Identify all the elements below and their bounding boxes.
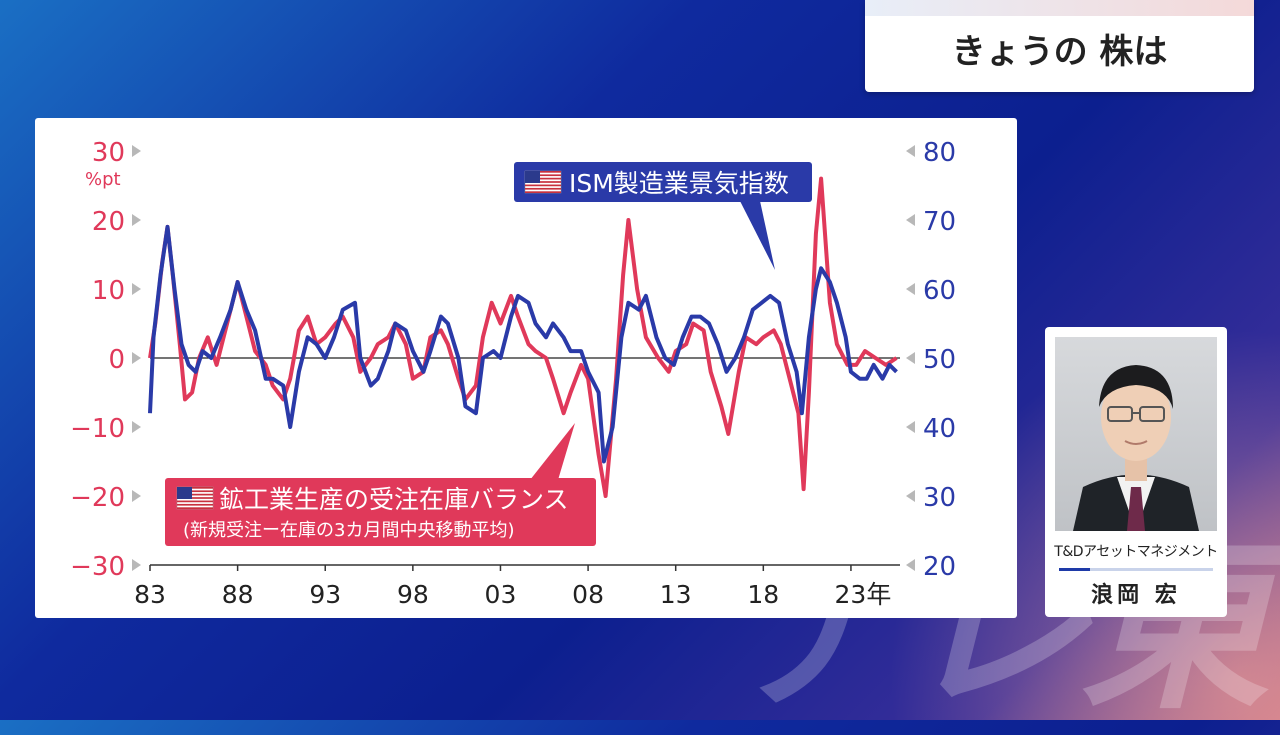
x-tick-label: 18 bbox=[747, 580, 779, 609]
ism-callout-label: ISM製造業景気指数 bbox=[569, 169, 789, 198]
left-tick-label: −30 bbox=[70, 552, 125, 582]
right-tick-label: 30 bbox=[923, 483, 956, 513]
right-tick-arrow bbox=[906, 490, 915, 502]
left-tick-label: 0 bbox=[108, 345, 125, 375]
left-axis-unit: %pt bbox=[85, 169, 121, 190]
balance-flag-icon-stripe bbox=[177, 493, 213, 496]
ism-callout-box bbox=[514, 162, 812, 202]
x-tick-label: 13 bbox=[660, 580, 692, 609]
ism-flag-icon-stripe bbox=[525, 174, 561, 177]
left-tick-arrow bbox=[132, 283, 141, 295]
left-tick-label: −20 bbox=[70, 483, 125, 513]
left-tick-arrow bbox=[132, 490, 141, 502]
right-tick-arrow bbox=[906, 214, 915, 226]
chart-card: 30 20 10 0 −10 −20 −30 %pt 80 70 60 50 40 30 20 83 88 93 9… bbox=[35, 118, 1017, 618]
x-tick-label: 88 bbox=[222, 580, 254, 609]
balance-callout-sublabel: (新規受注ー在庫の3カ月間中央移動平均) bbox=[183, 520, 515, 541]
left-tick-label: 30 bbox=[92, 138, 125, 168]
x-tick-label: 23年 bbox=[835, 580, 892, 609]
ism-flag-icon-stripe bbox=[525, 187, 561, 190]
organization-underline bbox=[1059, 568, 1213, 571]
right-tick-label: 20 bbox=[923, 552, 956, 582]
ism-flag-icon-stripe bbox=[525, 191, 561, 193]
balance-flag-icon-stripe bbox=[177, 500, 213, 503]
ism-flag-icon-stripe bbox=[525, 184, 561, 187]
right-tick-arrow bbox=[906, 283, 915, 295]
presenter-name: 浪岡 宏 bbox=[1091, 583, 1181, 608]
balance-callout-box bbox=[165, 478, 596, 546]
right-tick-label: 50 bbox=[923, 345, 956, 375]
segment-title-box: きょうの 株は bbox=[865, 0, 1254, 92]
ism-callout-pointer bbox=[740, 201, 775, 270]
balance-flag-icon-stripe bbox=[177, 487, 213, 489]
ism-flag-icon-stripe bbox=[525, 171, 561, 173]
x-tick-label: 08 bbox=[572, 580, 604, 609]
right-tick-arrow bbox=[906, 559, 915, 571]
right-tick-label: 40 bbox=[923, 414, 956, 444]
balance-callout-label: 鉱工業生産の受注在庫バランス bbox=[219, 485, 569, 514]
balance-flag-icon-canton bbox=[177, 487, 192, 499]
left-tick-arrow bbox=[132, 145, 141, 157]
presenter-organization: T&Dアセットマネジメント bbox=[1054, 544, 1218, 560]
x-tick-label: 03 bbox=[485, 580, 517, 609]
left-tick-label: 20 bbox=[92, 207, 125, 237]
right-tick-arrow bbox=[906, 421, 915, 433]
left-tick-label: −10 bbox=[70, 414, 125, 444]
ism-flag-icon-stripe bbox=[525, 181, 561, 183]
presenter-photo bbox=[1055, 337, 1217, 531]
left-tick-arrow bbox=[132, 214, 141, 226]
x-tick-label: 93 bbox=[309, 580, 341, 609]
segment-title: きょうの 株は bbox=[951, 32, 1168, 72]
ism-flag-icon-stripe bbox=[525, 177, 561, 180]
balance-flag-icon-stripe bbox=[177, 497, 213, 499]
dual-axis-line-chart: 30 20 10 0 −10 −20 −30 %pt 80 70 60 50 40 30 20 83 88 93 9… bbox=[70, 138, 956, 609]
balance-flag-icon-stripe bbox=[177, 503, 213, 506]
title-accent-strip bbox=[865, 0, 1254, 16]
ism-flag-icon-canton bbox=[525, 171, 540, 183]
balance-flag-icon-stripe bbox=[177, 490, 213, 493]
balance-callout-pointer bbox=[530, 423, 575, 480]
right-tick-arrow bbox=[906, 145, 915, 157]
balance-flag-icon-stripe bbox=[177, 507, 213, 509]
x-tick-label: 83 bbox=[134, 580, 166, 609]
x-tick-label: 98 bbox=[397, 580, 429, 609]
right-tick-arrow bbox=[906, 352, 915, 364]
presenter-card: T&Dアセットマネジメント 浪岡 宏 bbox=[1045, 327, 1227, 617]
left-tick-arrow bbox=[132, 352, 141, 364]
left-tick-arrow bbox=[132, 559, 141, 571]
right-tick-label: 80 bbox=[923, 138, 956, 168]
ism-series-line bbox=[148, 224, 898, 464]
presenter-portrait-icon bbox=[1073, 365, 1199, 531]
right-tick-label: 70 bbox=[923, 207, 956, 237]
left-tick-arrow bbox=[132, 421, 141, 433]
left-tick-label: 10 bbox=[92, 276, 125, 306]
right-tick-label: 60 bbox=[923, 276, 956, 306]
